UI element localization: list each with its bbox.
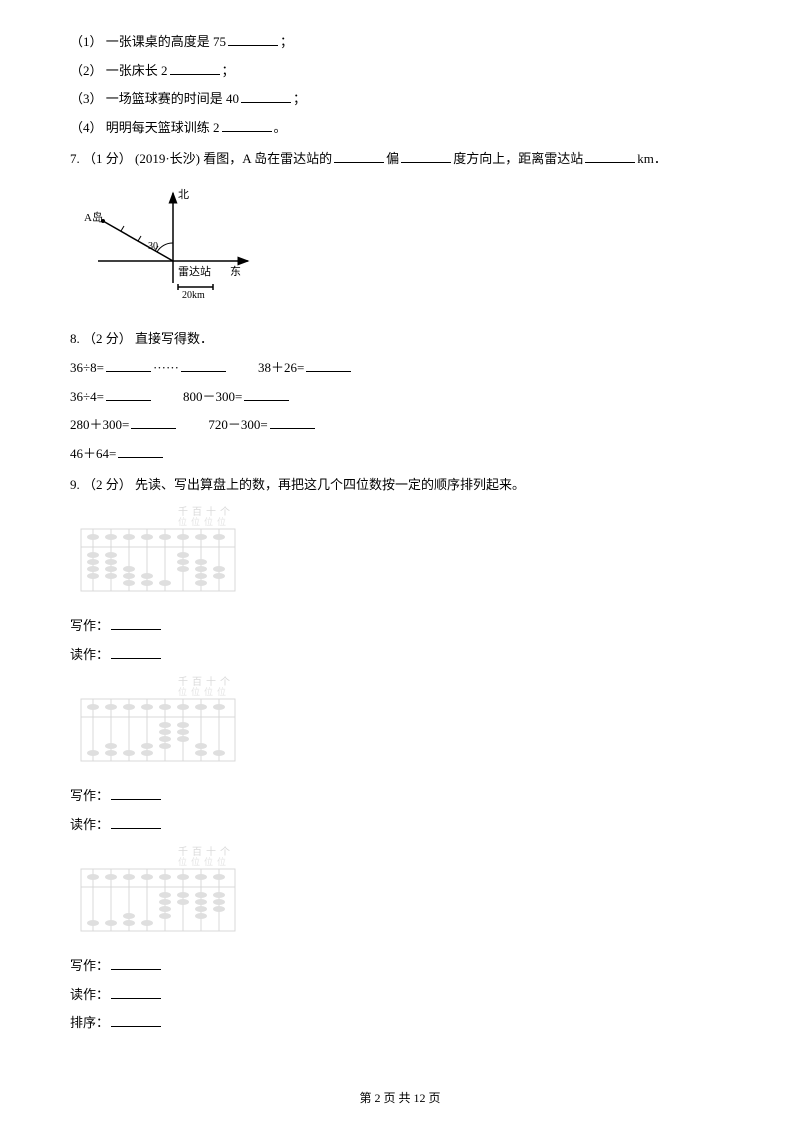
blank-input[interactable] — [111, 644, 161, 659]
blank-input[interactable] — [222, 117, 272, 132]
q-unit-2: （2） 一张床长 2 ； — [70, 59, 730, 84]
a-island-label: A岛 — [84, 210, 103, 224]
q-unit-3-pre: （3） 一场篮球赛的时间是 40 — [70, 91, 239, 106]
blank-input[interactable] — [118, 443, 163, 458]
q7-post: km． — [637, 151, 667, 166]
blank-input[interactable] — [334, 148, 384, 163]
q-unit-3: （3） 一场篮球赛的时间是 40 ； — [70, 87, 730, 112]
blank-input[interactable] — [131, 414, 176, 429]
sort: 排序： — [70, 1011, 730, 1036]
blank-input[interactable] — [111, 785, 161, 800]
q8-r2b-pre: 800－300= — [183, 389, 242, 404]
blank-input[interactable] — [181, 357, 226, 372]
q-unit-2-pre: （2） 一张床长 2 — [70, 63, 168, 78]
q-unit-2-post: ； — [222, 63, 235, 78]
blank-input[interactable] — [270, 414, 315, 429]
blank-input[interactable] — [106, 357, 151, 372]
q7-diagram: 30 A岛 北 东 雷达站 20km — [78, 183, 730, 312]
write-2: 写作： — [70, 784, 730, 809]
abacus-3: 千百十个 位位位位 — [78, 845, 730, 944]
blank-input[interactable] — [111, 1012, 161, 1027]
abacus-svg: 千百十个 位位位位 — [78, 845, 238, 935]
q8-r4a-pre: 46＋64= — [70, 446, 116, 461]
q7-mid2: 度方向上，距离雷达站 — [453, 151, 583, 166]
east-label: 东 — [230, 265, 241, 278]
q7-text: 7. （1 分） (2019·长沙) 看图，A 岛在雷达站的 偏 度方向上，距离雷达… — [70, 147, 730, 172]
svg-text:位位位位: 位位位位 — [178, 686, 230, 697]
svg-text:位位位位: 位位位位 — [178, 856, 230, 867]
blank-input[interactable] — [111, 984, 161, 999]
north-label: 北 — [178, 188, 189, 201]
q-unit-3-post: ； — [293, 91, 306, 106]
page-footer: 第 2 页 共 12 页 — [0, 1087, 800, 1110]
q8-row3: 280＋300= 720－300= — [70, 413, 730, 438]
blank-input[interactable] — [106, 386, 151, 401]
q8-row4: 46＋64= — [70, 442, 730, 467]
angle-label: 30 — [148, 241, 158, 252]
abacus-2: 千百十个 位位位位 — [78, 675, 730, 774]
q8-r3b-pre: 720－300= — [208, 417, 267, 432]
read-3: 读作： — [70, 983, 730, 1008]
q7-pre: 7. （1 分） (2019·长沙) 看图，A 岛在雷达站的 — [70, 151, 332, 166]
q-unit-1: （1） 一张课桌的高度是 75 ； — [70, 30, 730, 55]
write-1: 写作： — [70, 614, 730, 639]
q7-mid1: 偏 — [386, 151, 399, 166]
q8-r1b-pre: 38＋26= — [258, 360, 304, 375]
radar-label: 雷达站 — [178, 264, 211, 278]
q8-r1a-pre: 36÷8= — [70, 360, 104, 375]
blank-input[interactable] — [111, 814, 161, 829]
read-1: 读作： — [70, 643, 730, 668]
blank-input[interactable] — [306, 357, 351, 372]
abacus-svg: 千百十个 位位位位 — [78, 505, 238, 595]
scale-label: 20km — [182, 290, 205, 301]
q8-row2: 36÷4= 800－300= — [70, 385, 730, 410]
blank-input[interactable] — [241, 88, 291, 103]
q-unit-4-pre: （4） 明明每天篮球训练 2 — [70, 120, 220, 135]
blank-input[interactable] — [111, 955, 161, 970]
q8-head: 8. （2 分） 直接写得数． — [70, 327, 730, 352]
q9-head: 9. （2 分） 先读、写出算盘上的数，再把这几个四位数按一定的顺序排列起来。 — [70, 473, 730, 498]
blank-input[interactable] — [585, 148, 635, 163]
abacus-svg: 千百十个 位位位位 — [78, 675, 238, 765]
blank-input[interactable] — [244, 386, 289, 401]
blank-input[interactable] — [170, 60, 220, 75]
blank-input[interactable] — [401, 148, 451, 163]
q-unit-4: （4） 明明每天篮球训练 2 。 — [70, 116, 730, 141]
q8-r2a-pre: 36÷4= — [70, 389, 104, 404]
q8-r1a-mid: ······ — [153, 360, 179, 375]
q-unit-4-post: 。 — [274, 120, 287, 135]
write-3: 写作： — [70, 954, 730, 979]
blank-input[interactable] — [228, 31, 278, 46]
read-2: 读作： — [70, 813, 730, 838]
q8-r3a-pre: 280＋300= — [70, 417, 129, 432]
q8-row1: 36÷8= ······ 38＋26= — [70, 356, 730, 381]
q-unit-1-pre: （1） 一张课桌的高度是 75 — [70, 34, 226, 49]
svg-text:位位位位: 位位位位 — [178, 516, 230, 527]
q-unit-1-post: ； — [280, 34, 293, 49]
abacus-1: 千百十个 位位位位 — [78, 505, 730, 604]
blank-input[interactable] — [111, 615, 161, 630]
